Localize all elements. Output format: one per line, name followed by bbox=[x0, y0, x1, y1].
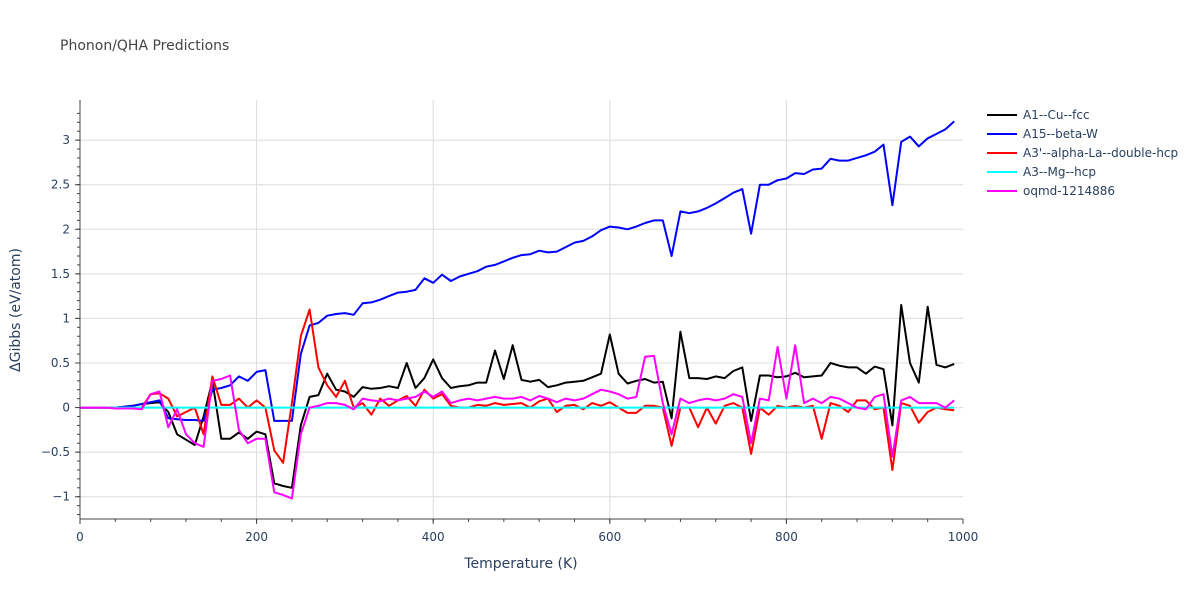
series-line-a15-beta-w bbox=[80, 120, 955, 422]
legend-label-a1-cu-fcc: A1--Cu--fcc bbox=[1023, 108, 1090, 122]
x-tick-label: 1000 bbox=[948, 530, 979, 544]
series-line-oqmd-1214886 bbox=[80, 344, 955, 500]
gridlines bbox=[80, 100, 963, 519]
y-tick-label: −1 bbox=[52, 490, 70, 504]
y-tick-label: 1 bbox=[62, 311, 70, 325]
axes: 0 200 400 600 800 1000 −1 −0.5 0 0.5 1 1.5 2 2.5 3 bbox=[41, 100, 978, 544]
chart-title: Phonon/QHA Predictions bbox=[60, 38, 229, 54]
legend-label-a3-alpha-la-double-hcp: A3'--alpha-La--double-hcp bbox=[1023, 146, 1178, 160]
legend-label-a15-beta-w: A15--beta-W bbox=[1023, 127, 1098, 141]
y-tick-label: 3 bbox=[62, 133, 70, 147]
y-tick-label: −0.5 bbox=[41, 445, 70, 459]
x-tick-label: 800 bbox=[775, 530, 798, 544]
series-line-a1-cu-fcc bbox=[80, 304, 955, 489]
y-tick-label: 1.5 bbox=[51, 267, 70, 281]
y-tick-label: 2.5 bbox=[51, 178, 70, 192]
y-tick-label: 0.5 bbox=[51, 356, 70, 370]
series-lines bbox=[80, 120, 955, 500]
x-tick-label: 0 bbox=[76, 530, 84, 544]
x-tick-label: 200 bbox=[245, 530, 268, 544]
y-tick-label: 0 bbox=[62, 401, 70, 415]
x-tick-label: 600 bbox=[598, 530, 621, 544]
legend-label-oqmd-1214886: oqmd-1214886 bbox=[1023, 184, 1115, 198]
y-tick-label: 2 bbox=[62, 222, 70, 236]
y-axis-title: ΔGibbs (eV/atom) bbox=[8, 248, 24, 372]
legend: A1--Cu--fcc A15--beta-W A3'--alpha-La--dou… bbox=[987, 108, 1178, 198]
legend-label-a3-mg-hcp: A3--Mg--hcp bbox=[1023, 165, 1096, 179]
x-axis-title: Temperature (K) bbox=[463, 556, 577, 572]
x-tick-label: 400 bbox=[422, 530, 445, 544]
